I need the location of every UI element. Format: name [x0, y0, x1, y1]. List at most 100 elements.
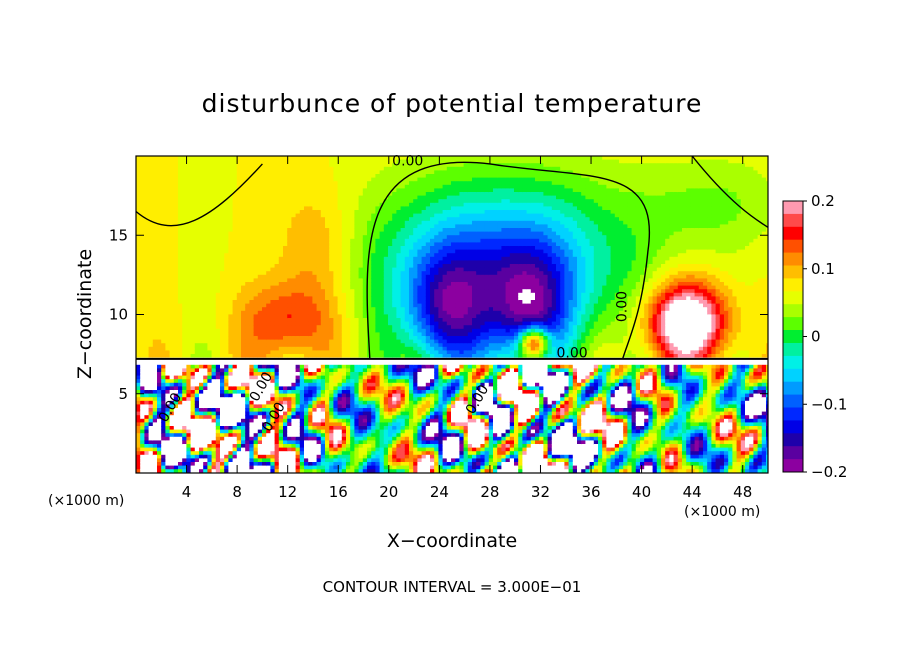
heatmap-cell	[157, 282, 162, 287]
heatmap-cell	[308, 346, 313, 351]
heatmap-cell	[362, 386, 368, 391]
heatmap-cell	[337, 433, 343, 438]
heatmap-cell	[295, 249, 301, 254]
heatmap-cell	[232, 325, 238, 330]
heatmap-cell	[283, 282, 288, 287]
heatmap-cell	[232, 188, 238, 193]
heatmap-cell	[199, 238, 204, 243]
heatmap-cell	[325, 321, 330, 326]
heatmap-cell	[329, 386, 334, 391]
heatmap-cell	[207, 321, 213, 326]
heatmap-cell	[186, 350, 192, 355]
heatmap-cell	[312, 184, 318, 189]
heatmap-cell	[320, 343, 326, 348]
heatmap-cell	[257, 300, 263, 305]
heatmap-cell	[186, 166, 192, 171]
heatmap-cell	[140, 156, 145, 161]
heatmap-cell	[169, 184, 175, 189]
heatmap-cell	[253, 314, 259, 319]
heatmap-cell	[299, 238, 305, 243]
heatmap-cell	[320, 368, 326, 373]
heatmap-cell	[199, 166, 204, 171]
heatmap-cell	[203, 415, 208, 420]
heatmap-cell	[211, 426, 217, 431]
heatmap-cell	[350, 339, 355, 344]
heatmap-cell	[245, 260, 250, 265]
heatmap-cell	[367, 274, 372, 279]
heatmap-cell	[194, 228, 200, 233]
heatmap-cell	[245, 289, 250, 294]
heatmap-cell	[362, 346, 368, 351]
heatmap-cell	[316, 451, 322, 456]
heatmap-cell	[207, 458, 213, 463]
heatmap-cell	[299, 177, 305, 182]
heatmap-cell	[199, 206, 204, 211]
heatmap-cell	[367, 375, 372, 380]
heatmap-cell	[270, 350, 276, 355]
heatmap-cell	[211, 354, 217, 359]
heatmap-cell	[136, 411, 141, 416]
heatmap-cell	[304, 343, 309, 348]
heatmap-cell	[199, 447, 204, 452]
heatmap-cell	[325, 181, 330, 186]
heatmap-cell	[249, 177, 255, 182]
heatmap-cell	[320, 159, 326, 164]
heatmap-cell	[173, 181, 179, 186]
heatmap-cell	[249, 166, 255, 171]
heatmap-cell	[144, 285, 150, 290]
heatmap-cell	[140, 314, 145, 319]
heatmap-cell	[136, 246, 141, 251]
heatmap-cell	[312, 274, 318, 279]
heatmap-cell	[232, 285, 238, 290]
heatmap-cell	[144, 415, 150, 420]
heatmap-cell	[308, 199, 313, 204]
heatmap-cell	[136, 303, 141, 308]
heatmap-cell	[190, 454, 196, 459]
heatmap-cell	[312, 379, 318, 384]
heatmap-cell	[346, 224, 351, 229]
heatmap-cell	[262, 393, 267, 398]
heatmap-cell	[287, 231, 292, 236]
heatmap-cell	[320, 415, 326, 420]
heatmap-cell	[333, 285, 339, 290]
heatmap-cell	[140, 285, 145, 290]
heatmap-cell	[320, 328, 326, 333]
heatmap-cell	[312, 325, 318, 330]
heatmap-cell	[320, 217, 326, 222]
heatmap-cell	[203, 217, 208, 222]
heatmap-cell	[316, 393, 322, 398]
heatmap-cell	[291, 436, 297, 441]
heatmap-cell	[358, 206, 364, 211]
heatmap-cell	[182, 296, 187, 301]
heatmap-cell	[253, 256, 259, 261]
heatmap-cell	[295, 350, 301, 355]
heatmap-cell	[304, 372, 309, 377]
heatmap-cell	[312, 314, 318, 319]
heatmap-cell	[337, 307, 343, 312]
heatmap-cell	[304, 354, 309, 359]
heatmap-cell	[157, 260, 162, 265]
heatmap-cell	[194, 181, 200, 186]
heatmap-cell	[207, 404, 213, 409]
heatmap-cell	[350, 253, 355, 258]
heatmap-cell	[316, 350, 322, 355]
heatmap-cell	[236, 451, 242, 456]
heatmap-cell	[341, 271, 347, 276]
heatmap-cell	[358, 422, 364, 427]
heatmap-cell	[350, 458, 355, 463]
heatmap-cell	[173, 278, 179, 283]
heatmap-cell	[362, 289, 368, 294]
heatmap-cell	[266, 339, 271, 344]
heatmap-cell	[224, 184, 229, 189]
heatmap-cell	[341, 184, 347, 189]
heatmap-cell	[140, 282, 145, 287]
heatmap-cell	[207, 426, 213, 431]
heatmap-cell	[161, 289, 166, 294]
heatmap-cell	[367, 440, 372, 445]
heatmap-cell	[207, 372, 213, 377]
heatmap-cell	[291, 364, 297, 369]
heatmap-cell	[144, 264, 150, 269]
heatmap-cell	[253, 368, 259, 373]
heatmap-cell	[203, 404, 208, 409]
heatmap-cell	[337, 372, 343, 377]
